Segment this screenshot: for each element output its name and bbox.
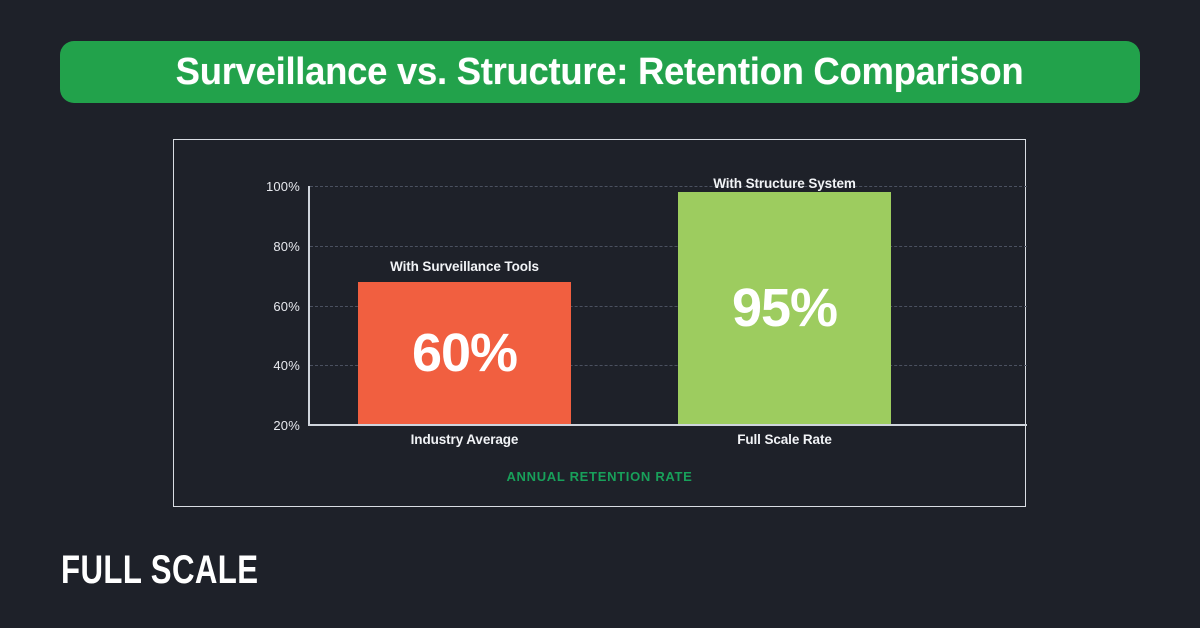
bar-top-label-2: With Structure System xyxy=(713,176,856,191)
bar-category-label-1: Industry Average xyxy=(410,432,519,447)
ytick-label-20: 20% xyxy=(273,418,300,433)
ytick-label-60: 60% xyxy=(273,299,300,314)
full-scale-logo: FULL SCALE xyxy=(61,548,259,592)
chart-panel: 100% 80% 60% 40% 20% With Surveillance T… xyxy=(173,139,1027,507)
y-axis-line xyxy=(308,186,310,426)
gridline-40 xyxy=(310,365,1027,366)
x-axis-title: ANNUAL RETENTION RATE xyxy=(506,469,693,484)
bar-top-label-1: With Surveillance Tools xyxy=(390,259,539,274)
bar-category-label-2: Full Scale Rate xyxy=(737,432,832,447)
bar-value-label-2: 95% xyxy=(731,278,838,338)
x-axis-line xyxy=(308,424,1027,426)
page-title: Surveillance vs. Structure: Retention Co… xyxy=(176,50,1024,93)
ytick-label-80: 80% xyxy=(273,239,300,254)
bar-full-scale-rate[interactable]: 95% xyxy=(678,192,891,424)
title-banner: Surveillance vs. Structure: Retention Co… xyxy=(60,41,1140,103)
plot-area: 100% 80% 60% 40% 20% With Surveillance T… xyxy=(174,140,1027,506)
gridline-60 xyxy=(310,306,1027,307)
ytick-label-40: 40% xyxy=(273,358,300,373)
bar-value-label-1: 60% xyxy=(411,323,518,383)
gridline-100 xyxy=(310,186,1027,187)
bar-industry-average[interactable]: 60% xyxy=(358,282,571,424)
ytick-label-100: 100% xyxy=(265,179,300,194)
gridline-80 xyxy=(310,246,1027,247)
